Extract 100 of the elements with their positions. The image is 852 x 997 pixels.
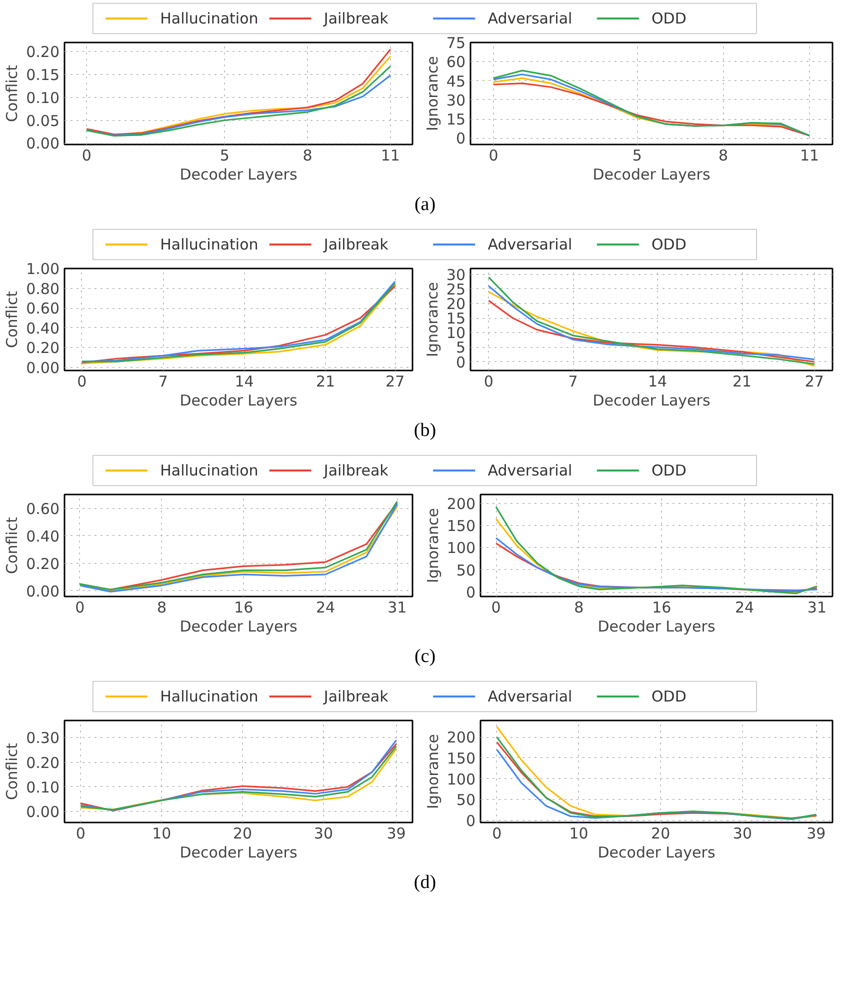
y-tick-label: 100 xyxy=(446,539,476,558)
x-tick-label: 30 xyxy=(732,824,752,842)
y-tick-label: 200 xyxy=(446,728,476,747)
legend-label: Jailbreak xyxy=(322,688,389,706)
y-tick-label: 15 xyxy=(446,110,466,128)
legend-label: Jailbreak xyxy=(322,462,389,480)
y-axis-title: Ignorance xyxy=(423,282,442,357)
y-tick-label: 150 xyxy=(446,517,476,536)
legend-label: ODD xyxy=(652,688,686,706)
x-tick-label: 27 xyxy=(386,372,405,390)
x-tick-label: 5 xyxy=(632,146,642,164)
y-tick-label: 0.00 xyxy=(26,582,60,600)
x-tick-label: 16 xyxy=(234,598,254,616)
y-tick-label: 0.00 xyxy=(26,134,60,153)
y-tick-label: 0.30 xyxy=(26,729,60,748)
x-axis-title: Decoder Layers xyxy=(598,844,716,862)
x-tick-label: 8 xyxy=(302,146,312,164)
x-axis-title: Decoder Layers xyxy=(592,392,710,410)
x-tick-label: 21 xyxy=(732,372,752,390)
x-tick-label: 5 xyxy=(220,146,230,164)
y-tick-label: 50 xyxy=(456,791,476,810)
x-axis-title: Decoder Layers xyxy=(180,166,298,184)
x-tick-label: 30 xyxy=(314,824,334,842)
y-tick-label: 0.10 xyxy=(26,778,60,796)
x-tick-label: 10 xyxy=(569,824,588,842)
text: (a) xyxy=(413,193,437,217)
y-tick-label: 1.00 xyxy=(26,260,60,278)
y-axis-title: Ignorance xyxy=(423,56,442,131)
line-series xyxy=(488,276,816,365)
y-tick-label: 0.00 xyxy=(26,802,60,821)
y-axis-title: Ignorance xyxy=(424,508,442,583)
x-tick-label: 11 xyxy=(800,146,820,164)
x-tick-label: 8 xyxy=(156,598,167,616)
y-axis-title: Conflict xyxy=(3,516,22,574)
legend-label: Hallucination xyxy=(160,10,258,28)
legend-label: ODD xyxy=(652,236,686,254)
x-axis-title: Decoder Layers xyxy=(180,844,298,862)
x-axis-title: Decoder Layers xyxy=(180,392,298,410)
y-tick-label: 0.20 xyxy=(26,43,60,62)
x-tick-label: 0 xyxy=(76,824,86,842)
text: (b) xyxy=(412,419,438,443)
x-tick-label: 11 xyxy=(380,146,400,164)
y-tick-label: 0.40 xyxy=(26,527,60,546)
y-tick-label: 0.80 xyxy=(26,280,60,298)
x-tick-label: 8 xyxy=(718,146,728,164)
legend-label: ODD xyxy=(652,10,686,28)
y-tick-label: 100 xyxy=(446,770,476,788)
x-tick-label: 24 xyxy=(734,598,754,616)
x-tick-label: 0 xyxy=(484,372,494,390)
x-tick-label: 0 xyxy=(77,372,87,390)
x-tick-label: 7 xyxy=(158,372,168,390)
y-tick-label: 0.10 xyxy=(26,88,60,107)
x-tick-label: 0 xyxy=(491,598,501,616)
x-tick-label: 24 xyxy=(316,598,336,616)
x-tick-label: 10 xyxy=(152,824,172,842)
legend-label: Hallucination xyxy=(160,462,258,480)
y-tick-label: 0.20 xyxy=(26,339,60,358)
legend-label: Adversarial xyxy=(488,10,572,28)
y-tick-label: 0.60 xyxy=(26,500,60,518)
y-tick-label: 0.20 xyxy=(26,554,60,573)
line-series xyxy=(488,285,816,360)
y-axis-title: Ignorance xyxy=(424,734,442,809)
y-tick-label: 0.40 xyxy=(26,319,60,338)
y-tick-label: 0.20 xyxy=(26,754,60,772)
legend-label: Adversarial xyxy=(488,688,572,706)
x-tick-label: 21 xyxy=(316,372,336,390)
legend-label: Hallucination xyxy=(160,236,258,254)
line-series xyxy=(488,291,816,367)
x-axis-title: Decoder Layers xyxy=(598,618,716,636)
legend-label: Jailbreak xyxy=(322,236,389,254)
y-tick-label: 150 xyxy=(446,749,476,768)
x-tick-label: 0 xyxy=(488,146,498,164)
x-axis-title: Decoder Layers xyxy=(592,166,710,184)
y-tick-label: 75 xyxy=(446,34,466,52)
y-tick-label: 50 xyxy=(456,561,476,580)
y-tick-label: 45 xyxy=(446,72,466,90)
x-tick-label: 16 xyxy=(652,598,672,616)
x-tick-label: 31 xyxy=(807,598,827,616)
x-tick-label: 20 xyxy=(233,824,252,842)
y-tick-label: 0.00 xyxy=(26,359,60,378)
y-tick-label: 0.15 xyxy=(26,66,60,84)
x-tick-label: 0 xyxy=(492,824,502,842)
line-series xyxy=(488,300,816,363)
y-axis-title: Conflict xyxy=(3,64,22,122)
y-tick-label: 30 xyxy=(446,91,466,110)
x-tick-label: 0 xyxy=(82,146,92,164)
text: (c) xyxy=(413,645,437,669)
legend-label: Hallucination xyxy=(160,688,258,706)
y-tick-label: 0 xyxy=(456,130,466,148)
x-axis-title: Decoder Layers xyxy=(180,618,298,636)
legend-label: Jailbreak xyxy=(322,10,389,28)
x-tick-label: 14 xyxy=(648,372,668,390)
y-tick-label: 60 xyxy=(446,53,466,72)
y-tick-label: 0.60 xyxy=(26,300,60,318)
x-tick-label: 20 xyxy=(651,824,670,842)
y-axis-title: Conflict xyxy=(3,290,22,348)
x-tick-label: 39 xyxy=(386,824,406,842)
x-tick-label: 39 xyxy=(806,824,826,842)
legend-label: Adversarial xyxy=(488,462,572,480)
x-tick-label: 27 xyxy=(804,372,824,390)
